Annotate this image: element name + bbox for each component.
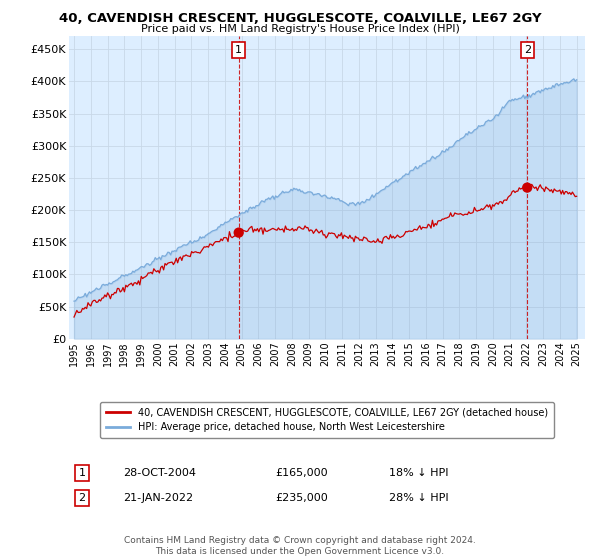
Text: 18% ↓ HPI: 18% ↓ HPI xyxy=(389,468,448,478)
Text: 28% ↓ HPI: 28% ↓ HPI xyxy=(389,493,449,503)
Text: 2: 2 xyxy=(524,45,531,55)
Text: 1: 1 xyxy=(235,45,242,55)
Text: £235,000: £235,000 xyxy=(275,493,328,503)
Text: 28-OCT-2004: 28-OCT-2004 xyxy=(123,468,196,478)
Text: 21-JAN-2022: 21-JAN-2022 xyxy=(123,493,193,503)
Text: 1: 1 xyxy=(79,468,85,478)
Text: 2: 2 xyxy=(79,493,85,503)
Text: 40, CAVENDISH CRESCENT, HUGGLESCOTE, COALVILLE, LE67 2GY: 40, CAVENDISH CRESCENT, HUGGLESCOTE, COA… xyxy=(59,12,541,25)
Text: Price paid vs. HM Land Registry's House Price Index (HPI): Price paid vs. HM Land Registry's House … xyxy=(140,24,460,34)
Point xyxy=(234,228,244,237)
Point xyxy=(523,183,532,192)
Text: £165,000: £165,000 xyxy=(275,468,328,478)
Legend: 40, CAVENDISH CRESCENT, HUGGLESCOTE, COALVILLE, LE67 2GY (detached house), HPI: : 40, CAVENDISH CRESCENT, HUGGLESCOTE, COA… xyxy=(100,402,554,438)
Text: Contains HM Land Registry data © Crown copyright and database right 2024.
This d: Contains HM Land Registry data © Crown c… xyxy=(124,536,476,556)
